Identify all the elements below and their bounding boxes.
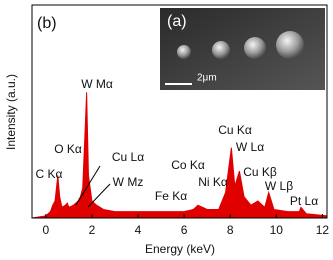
particle [177, 45, 191, 59]
arrow [75, 165, 101, 206]
particle [212, 41, 230, 59]
peak-label: Cu Kα [218, 123, 252, 137]
x-tick-label: 0 [42, 223, 49, 237]
peak-label: O Kα [54, 142, 82, 156]
peak-label: Pt Lα [290, 194, 318, 208]
x-tick-label: 12 [316, 223, 330, 237]
peak-label: W Mz [113, 175, 144, 189]
peak-label: Cu Lα [112, 150, 144, 164]
particle [276, 31, 304, 59]
peak-label: Ni Kα [198, 175, 228, 189]
x-tick-label: 10 [270, 223, 284, 237]
spectrum-area [31, 92, 328, 219]
plot-area [31, 92, 328, 219]
inset-image: (a) 2μm [160, 8, 325, 90]
x-tick-label: 6 [181, 223, 188, 237]
x-axis-title: Energy (keV) [145, 242, 215, 256]
scale-bar-label: 2μm [197, 73, 217, 84]
x-tick-label: 2 [89, 223, 96, 237]
y-axis-title: Intensity (a.u.) [4, 74, 18, 150]
peak-label: Fe Kα [155, 189, 187, 203]
particle [244, 37, 266, 59]
peak-label: Co Kα [171, 158, 205, 172]
peak-label: W Lα [236, 140, 264, 154]
peak-label: C Kα [36, 167, 63, 181]
inset-label: (a) [167, 13, 187, 30]
panel-label: (b) [37, 15, 57, 32]
peak-label: W Lβ [265, 179, 293, 193]
arrow [87, 183, 111, 208]
x-tick-label: 8 [227, 223, 234, 237]
plot-frame [31, 4, 328, 219]
peak-label: Cu Kβ [243, 165, 277, 179]
peak-label: W Mα [81, 77, 113, 91]
x-tick-label: 4 [135, 223, 142, 237]
